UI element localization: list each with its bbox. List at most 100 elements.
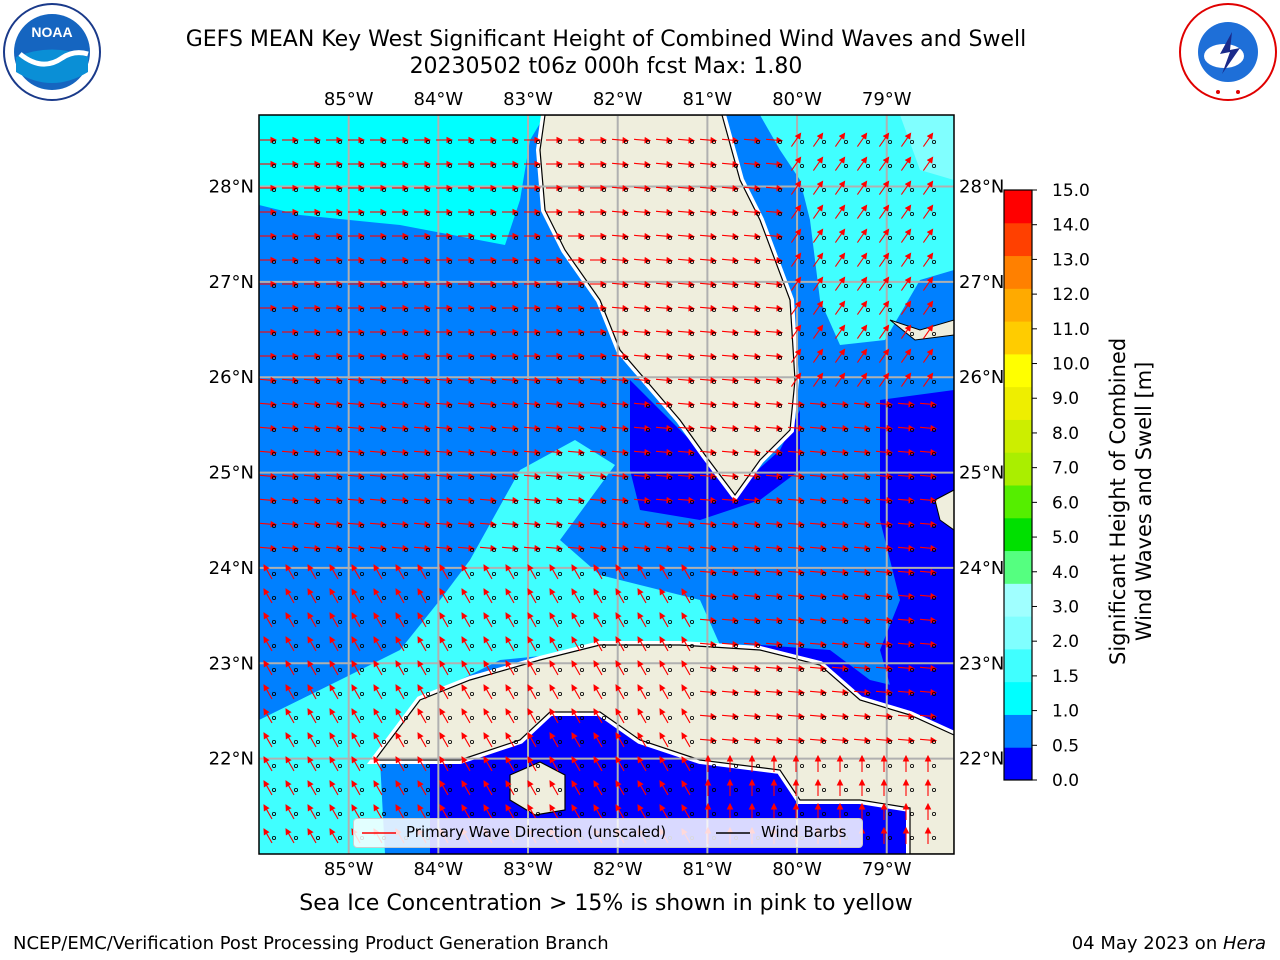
colorbar: 0.0 0.5 1.0 1.5 2.0 3.0 4.0 5.0 6.0 7.0 8.0 9.0 10.0… bbox=[1003, 181, 1090, 791]
wind-barb bbox=[469, 163, 474, 168]
wind-barb bbox=[910, 355, 915, 360]
wind-barb bbox=[932, 475, 937, 480]
wave-direction-arrow bbox=[593, 660, 603, 676]
wind-barb bbox=[646, 499, 651, 504]
wave-direction-arrow bbox=[834, 228, 846, 243]
wind-barb bbox=[822, 379, 827, 384]
wind-barb bbox=[910, 331, 915, 336]
wave-direction-arrow bbox=[834, 300, 846, 315]
wind-barb bbox=[315, 620, 320, 625]
wind-barb bbox=[359, 307, 364, 312]
wave-direction-arrow bbox=[395, 612, 405, 628]
wind-barb bbox=[359, 475, 364, 480]
wind-barb bbox=[778, 596, 783, 601]
wind-barb bbox=[469, 211, 474, 216]
wind-barb bbox=[668, 355, 673, 360]
wind-barb bbox=[447, 211, 452, 216]
wind-barb bbox=[602, 211, 607, 216]
wave-direction-arrow bbox=[615, 588, 625, 604]
wind-barb bbox=[536, 307, 541, 312]
wind-barb bbox=[425, 187, 430, 192]
wind-barb bbox=[756, 524, 761, 529]
wind-barb bbox=[271, 475, 276, 480]
wind-barb bbox=[381, 692, 386, 697]
wind-barb bbox=[514, 499, 519, 504]
wave-direction-arrow bbox=[922, 324, 934, 339]
wind-barb bbox=[337, 596, 342, 601]
colorbar-swatch bbox=[1004, 288, 1032, 322]
wind-barb bbox=[800, 163, 805, 168]
wave-direction-arrow bbox=[922, 372, 934, 387]
wind-barb bbox=[624, 524, 629, 529]
wind-barb bbox=[800, 403, 805, 408]
wind-barb bbox=[712, 259, 717, 264]
wind-barb bbox=[800, 307, 805, 312]
colorbar-tick-label: 10.0 bbox=[1052, 355, 1090, 375]
wind-barb bbox=[624, 668, 629, 673]
wind-barb bbox=[690, 211, 695, 216]
wind-barb bbox=[491, 524, 496, 529]
wind-barb bbox=[469, 235, 474, 240]
wind-barb bbox=[293, 692, 298, 697]
wind-barb bbox=[558, 451, 563, 456]
wind-barb bbox=[580, 451, 585, 456]
wave-direction-arrow bbox=[351, 612, 361, 628]
wind-barb bbox=[624, 644, 629, 649]
wind-barb bbox=[822, 235, 827, 240]
wind-barb bbox=[580, 572, 585, 577]
wave-direction-arrow bbox=[329, 612, 339, 628]
noaa-logo: NOAA bbox=[3, 3, 101, 101]
colorbar-swatch bbox=[1004, 222, 1032, 257]
wind-barb bbox=[712, 548, 717, 553]
wind-barb bbox=[932, 259, 937, 264]
wind-barb bbox=[447, 475, 452, 480]
wave-direction-arrow bbox=[900, 132, 912, 147]
wind-barb bbox=[866, 403, 871, 408]
wind-barb bbox=[558, 187, 563, 192]
wind-barb bbox=[293, 163, 298, 168]
wind-barb bbox=[690, 163, 695, 168]
lat-tick-label: 25°N bbox=[209, 463, 254, 484]
wind-barb bbox=[800, 283, 805, 288]
wind-barb bbox=[315, 427, 320, 432]
wind-barb bbox=[271, 355, 276, 360]
wave-direction-arrow bbox=[285, 564, 295, 580]
wind-barb bbox=[315, 163, 320, 168]
wind-barb bbox=[800, 644, 805, 649]
wave-direction-arrow bbox=[329, 564, 339, 580]
wind-barb bbox=[756, 283, 761, 288]
wind-barb bbox=[271, 331, 276, 336]
wind-barb bbox=[381, 475, 386, 480]
wave-direction-arrow bbox=[834, 156, 846, 171]
wind-barb bbox=[337, 620, 342, 625]
colorbar-tick-label: 3.0 bbox=[1052, 597, 1079, 617]
wind-barb bbox=[778, 668, 783, 673]
wind-barb bbox=[337, 403, 342, 408]
wind-barb bbox=[315, 644, 320, 649]
wind-barb bbox=[844, 644, 849, 649]
wind-barb bbox=[866, 139, 871, 144]
wave-direction-arrow bbox=[395, 588, 405, 604]
wind-barb bbox=[447, 379, 452, 384]
wave-direction-arrow bbox=[790, 372, 802, 387]
wave-direction-arrow bbox=[285, 660, 295, 676]
wind-barb bbox=[315, 692, 320, 697]
wind-barb bbox=[910, 235, 915, 240]
wind-barb bbox=[514, 475, 519, 480]
wind-barb bbox=[712, 620, 717, 625]
wave-direction-arrow bbox=[790, 228, 802, 243]
wind-barb bbox=[491, 644, 496, 649]
wind-barb bbox=[580, 548, 585, 553]
wave-direction-arrow bbox=[856, 156, 868, 171]
wind-barb bbox=[778, 307, 783, 312]
wind-barb bbox=[381, 331, 386, 336]
wind-barb bbox=[756, 644, 761, 649]
wind-barb bbox=[888, 331, 893, 336]
wind-barb bbox=[800, 572, 805, 577]
wind-barb bbox=[822, 620, 827, 625]
wind-barb bbox=[668, 211, 673, 216]
wind-barb bbox=[734, 283, 739, 288]
wave-direction-arrow bbox=[856, 324, 868, 339]
wind-barb bbox=[712, 235, 717, 240]
wind-barb bbox=[337, 475, 342, 480]
